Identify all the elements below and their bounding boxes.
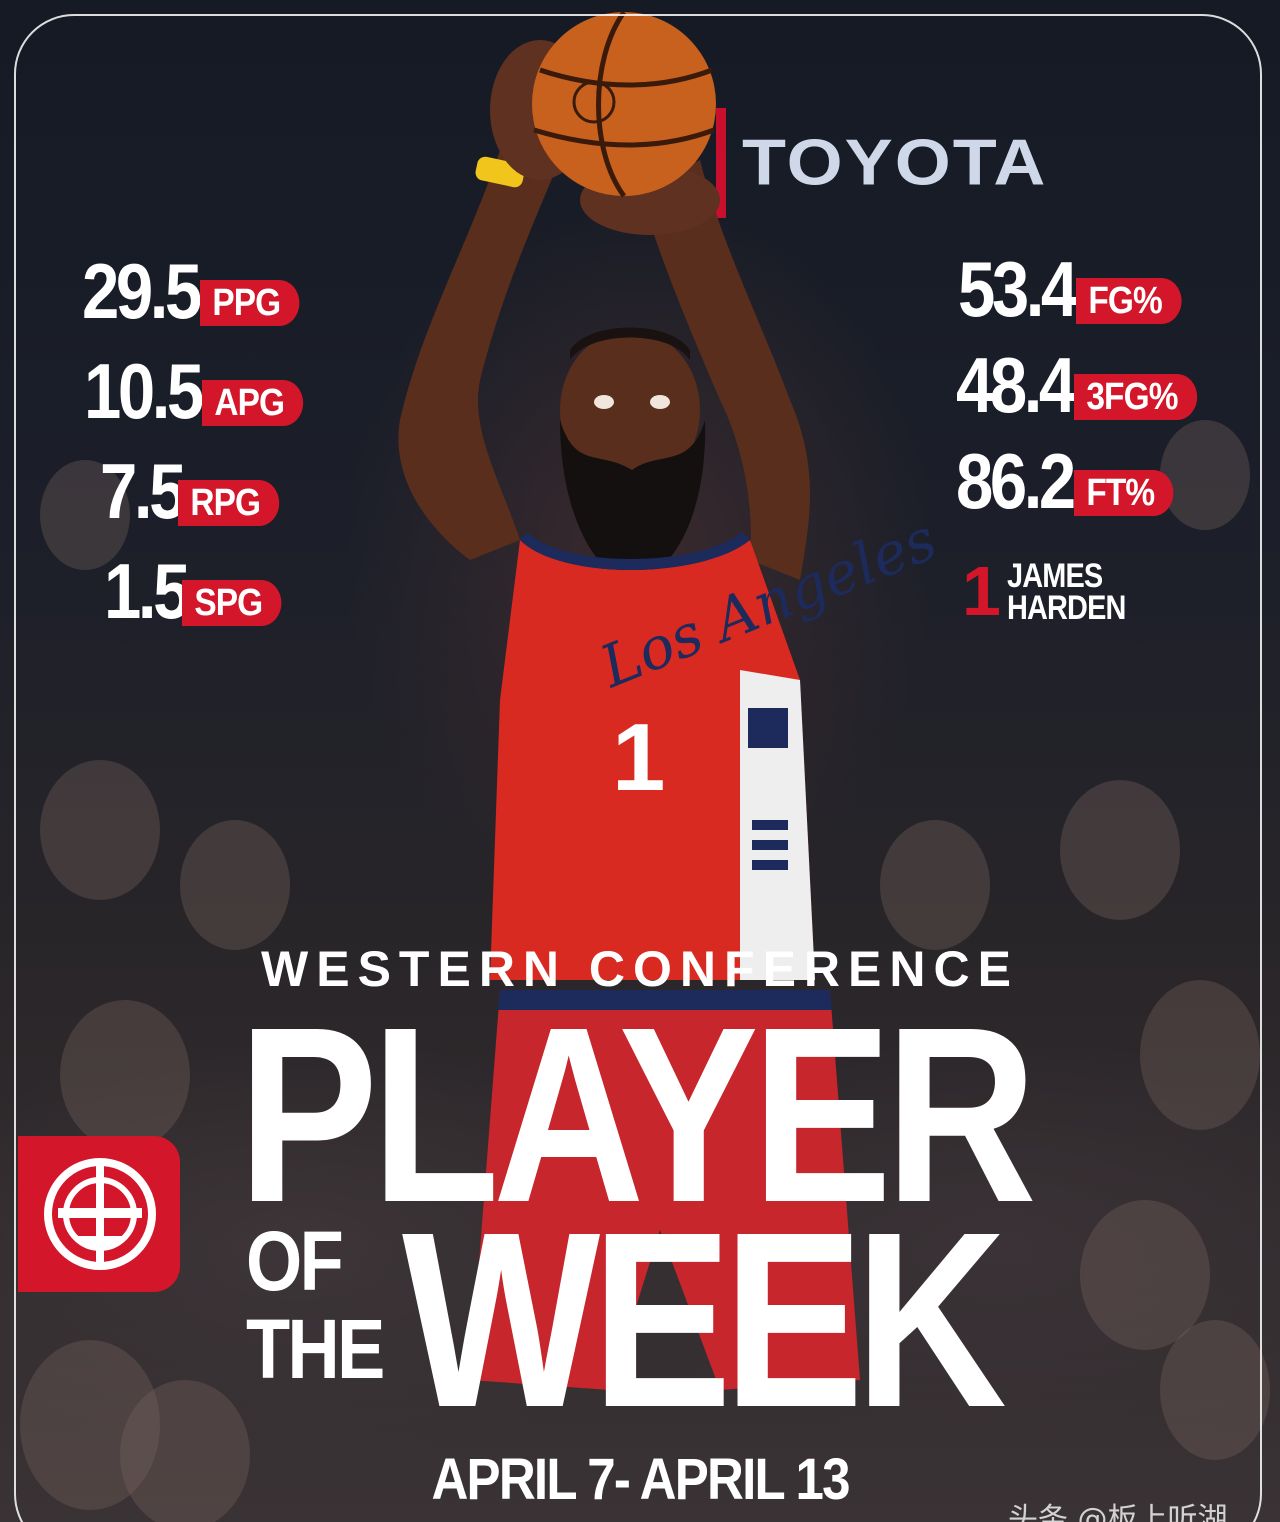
headline-week: WEEK (402, 1180, 1007, 1459)
headline-player: PLAYER (238, 975, 1037, 1254)
stat-value: 29.5 (82, 247, 202, 335)
stat-label: PPG (199, 280, 300, 326)
clippers-logo-icon (44, 1158, 156, 1270)
rounded-frame (14, 14, 1262, 1522)
team-badge (18, 1136, 180, 1292)
stat-apg: 10.5 APG (84, 352, 317, 430)
headline-of: OF (246, 1214, 344, 1308)
player-number: 1 (962, 552, 1001, 630)
stat-fg-pct: 53.4 FG% (958, 250, 1195, 328)
player-first-name: JAMES (1006, 557, 1103, 595)
stat-label: 3FG% (1073, 374, 1197, 420)
date-range-text: APRIL 7- APRIL 13 (431, 1447, 850, 1512)
stat-label: SPG (182, 580, 283, 626)
watermark: 头条 @板上听湖 (1008, 1502, 1228, 1522)
basketball-icon (532, 10, 716, 198)
player-name-tag: 1 JAMES HARDEN (962, 552, 1146, 630)
stat-label: FG% (1075, 278, 1182, 324)
stat-value: 53.4 (958, 245, 1078, 333)
stat-value: 10.5 (84, 347, 204, 435)
sponsor-board: TOYOTA (716, 108, 1045, 218)
conference-title: WESTERN CONFERENCE (261, 941, 1019, 997)
stat-label: APG (201, 380, 304, 426)
sponsor-name: TOYOTA (742, 127, 1048, 199)
stat-rpg: 7.5 RPG (100, 452, 294, 530)
jersey-number: 1 (612, 704, 665, 811)
stat-ft-pct: 86.2 FT% (956, 442, 1187, 520)
stat-value: 48.4 (956, 341, 1076, 429)
stat-label: FT% (1073, 470, 1174, 516)
stat-3fg-pct: 48.4 3FG% (956, 346, 1214, 424)
date-range: APRIL 7- APRIL 13 (0, 1446, 1280, 1513)
player-last-name: HARDEN (1006, 589, 1126, 627)
stat-value: 86.2 (956, 437, 1076, 525)
stat-label: RPG (178, 480, 280, 526)
headline-the: THE (246, 1302, 385, 1396)
stat-spg: 1.5 SPG (104, 552, 296, 630)
stat-value: 1.5 (104, 547, 190, 635)
stat-ppg: 29.5 PPG (82, 252, 313, 330)
stat-value: 7.5 (100, 447, 186, 535)
